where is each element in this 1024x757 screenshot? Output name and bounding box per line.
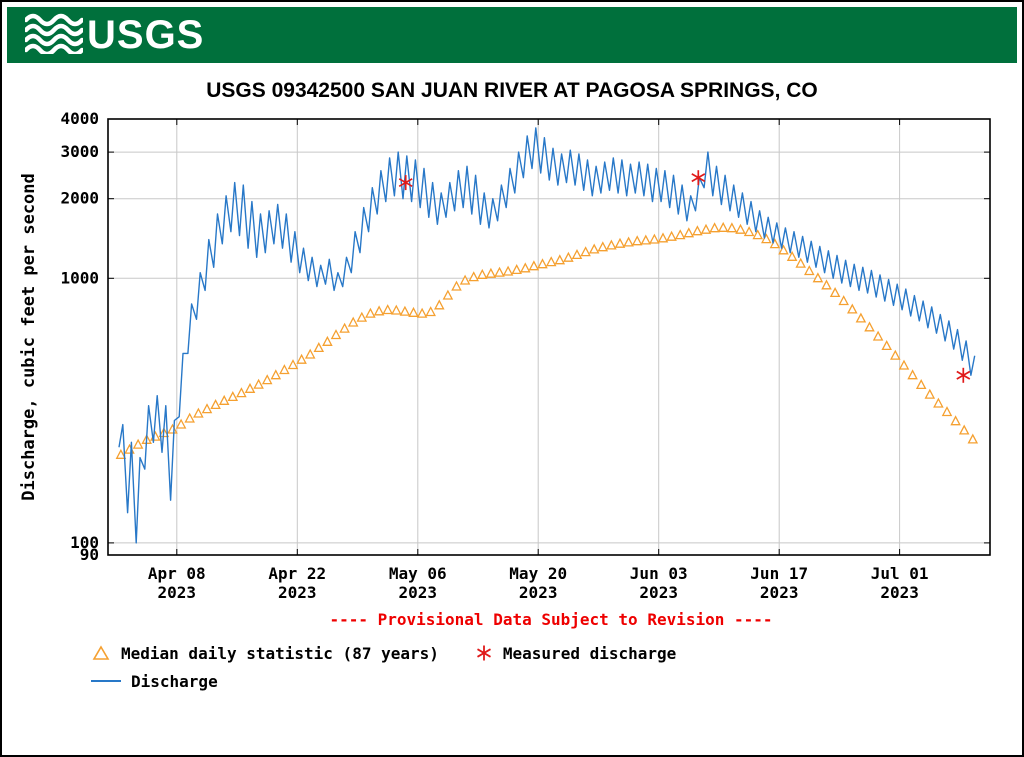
- legend-median-label: Median daily statistic (87 years): [121, 643, 439, 663]
- legend-discharge-label: Discharge: [131, 671, 218, 691]
- svg-text:100: 100: [70, 533, 99, 552]
- svg-text:2023: 2023: [278, 583, 317, 602]
- svg-text:May 20: May 20: [509, 564, 567, 583]
- chart-title: USGS 09342500 SAN JUAN RIVER AT PAGOSA S…: [206, 79, 818, 102]
- svg-text:2023: 2023: [639, 583, 678, 602]
- legend-measured-label: Measured discharge: [502, 643, 677, 663]
- legend-entry-measured: Measured discharge: [475, 644, 676, 663]
- gridlines: [108, 118, 990, 556]
- provisional-note: ---- Provisional Data Subject to Revisio…: [329, 610, 773, 629]
- legend-row-1: Median daily statistic (87 years) Measur…: [91, 639, 1017, 667]
- legend: Median daily statistic (87 years) Measur…: [91, 639, 1017, 695]
- svg-text:1000: 1000: [60, 268, 99, 287]
- svg-text:4000: 4000: [60, 109, 99, 128]
- usgs-logo[interactable]: USGS: [23, 12, 205, 59]
- discharge-line: [118, 127, 976, 544]
- measured-markers: [398, 170, 971, 383]
- axes-frame: [107, 118, 991, 556]
- svg-text:2023: 2023: [158, 583, 197, 602]
- hydrograph-chart: 4000 3000 2000 1000 100 90 Apr 08 2023 Apr 22 202…: [12, 105, 1012, 610]
- svg-text:2023: 2023: [399, 583, 438, 602]
- svg-text:90: 90: [80, 545, 99, 564]
- usgs-wave-icon: [23, 12, 85, 59]
- legend-row-2: Discharge: [91, 667, 1017, 695]
- svg-text:Jun 17: Jun 17: [750, 564, 808, 583]
- legend-entry-median: Median daily statistic (87 years): [91, 644, 439, 663]
- graph-page: USGS 09342500 SAN JUAN RIVER AT PAGOSA S…: [7, 79, 1017, 695]
- median-triangle-shape: [92, 645, 110, 660]
- svg-text:Jun 03: Jun 03: [630, 564, 688, 583]
- median-markers: [115, 221, 979, 459]
- svg-text:May 06: May 06: [389, 564, 447, 583]
- svg-text:Jul 01: Jul 01: [871, 564, 929, 583]
- svg-text:2023: 2023: [519, 583, 558, 602]
- svg-text:2000: 2000: [60, 189, 99, 208]
- usgs-header: USGS: [7, 7, 1017, 63]
- y-axis-title: Discharge, cubic feet per second: [19, 173, 39, 501]
- median-triangle-icon: [91, 644, 111, 662]
- measured-asterisk-shape: [476, 645, 491, 661]
- svg-text:2023: 2023: [880, 583, 919, 602]
- svg-text:Apr 22: Apr 22: [268, 564, 326, 583]
- svg-text:Apr 08: Apr 08: [148, 564, 206, 583]
- discharge-line-icon: [91, 678, 121, 684]
- legend-entry-discharge: Discharge: [91, 672, 218, 691]
- svg-text:2023: 2023: [760, 583, 799, 602]
- usgs-logo-text: USGS: [87, 13, 205, 57]
- measured-asterisk-icon: [475, 644, 493, 662]
- svg-text:3000: 3000: [60, 142, 99, 161]
